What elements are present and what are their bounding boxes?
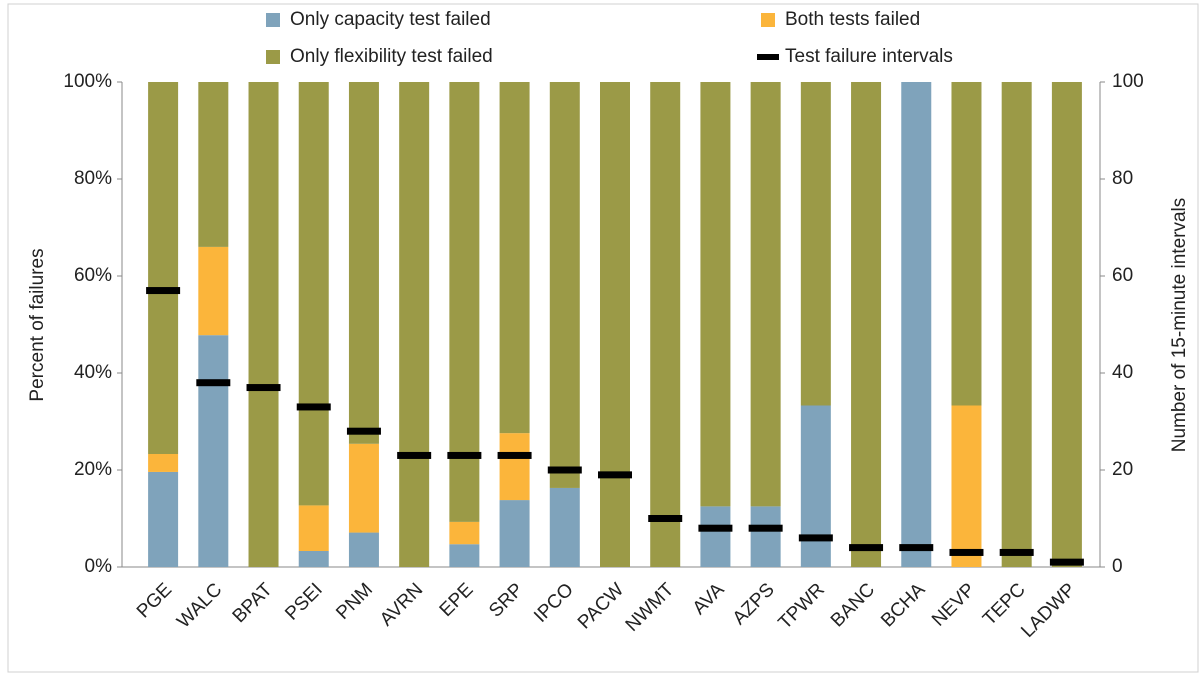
y-tick-label: 60% (74, 265, 112, 286)
bar-segment (499, 433, 530, 501)
interval-marker (648, 515, 683, 522)
interval-marker (798, 534, 833, 542)
y-axis-title: Percent of failures (27, 248, 48, 401)
bar-segment (198, 246, 229, 336)
x-tick-label: AVA (689, 579, 729, 619)
legend-swatch (266, 13, 280, 27)
interval-marker (1049, 558, 1084, 566)
bar-segment (499, 82, 530, 434)
x-tick-label: PGE (133, 579, 176, 622)
x-tick-label: PACW (574, 579, 628, 633)
interval-marker (447, 451, 482, 459)
bar-segment (750, 82, 781, 507)
bar-segment (449, 82, 480, 522)
y2-tick-label: 0 (1112, 556, 1123, 577)
y2-tick-label: 100 (1112, 71, 1144, 92)
bar-segment (1051, 82, 1082, 567)
y2-tick-label: 40 (1112, 362, 1133, 383)
interval-marker (949, 548, 984, 556)
y2-axis-title: Number of 15-minute intervals (1169, 198, 1190, 453)
interval-marker (899, 544, 934, 552)
x-tick-label: BCHA (877, 579, 929, 631)
bar-segment (298, 82, 329, 506)
legend-label: Test failure intervals (785, 46, 953, 67)
bar-segment (298, 550, 329, 567)
x-tick-label: NWMT (622, 579, 679, 636)
interval-marker (598, 471, 632, 479)
y-tick-label: 0% (85, 556, 113, 577)
interval-marker (547, 466, 582, 474)
x-tick-label: PNM (332, 579, 377, 624)
interval-marker (497, 451, 532, 459)
interval-marker (849, 544, 884, 552)
bar-segment (951, 82, 982, 406)
legend-label: Both tests failed (785, 9, 920, 30)
bar-segment (348, 532, 379, 567)
interval-marker (246, 384, 281, 392)
x-tick-label: IPCO (530, 579, 578, 627)
x-tick-label: SRP (485, 579, 527, 621)
x-tick-label: TPWR (775, 579, 829, 633)
interval-marker (196, 379, 231, 387)
bar-segment (148, 471, 179, 567)
interval-marker (999, 548, 1034, 556)
bar-segment (248, 82, 279, 567)
x-tick-label: EPE (436, 579, 478, 621)
bar-segment (750, 506, 781, 567)
y2-tick-label: 80 (1112, 168, 1133, 189)
y-tick-label: 100% (63, 71, 112, 92)
bar-segment (1001, 82, 1032, 567)
bar-segment (449, 521, 480, 545)
interval-marker (346, 427, 381, 435)
bar-segment (298, 505, 329, 551)
interval-marker (146, 287, 181, 295)
bar-segment (348, 82, 379, 444)
bar-segment (851, 82, 882, 567)
bar-segment (348, 443, 379, 533)
bar-segment (549, 487, 580, 567)
y2-tick-label: 20 (1112, 459, 1133, 480)
x-tick-label: BPAT (229, 579, 277, 627)
bar-segment (449, 544, 480, 567)
interval-marker (397, 451, 432, 459)
interval-marker (296, 403, 331, 411)
x-tick-label: LADWP (1017, 579, 1080, 642)
bar-segment (399, 82, 430, 567)
x-tick-label: BANC (827, 579, 879, 631)
x-tick-label: PSEI (281, 579, 326, 624)
x-tick-label: WALC (173, 579, 226, 632)
x-tick-label: NEVP (928, 579, 979, 630)
legend-swatch (266, 50, 280, 64)
interval-marker (698, 524, 733, 532)
legend-swatch (757, 54, 779, 60)
bar-segment (800, 82, 831, 406)
bar-segment (499, 500, 530, 567)
frame (7, 3, 1199, 673)
bar-segment (600, 82, 630, 567)
legend-swatch (761, 13, 775, 27)
bar-segment (800, 405, 831, 567)
bar-segment (650, 82, 681, 567)
bar-segment (951, 405, 982, 567)
y-tick-label: 20% (74, 459, 112, 480)
y2-tick-label: 60 (1112, 265, 1133, 286)
bar-segment (148, 453, 179, 472)
legend-label: Only capacity test failed (290, 9, 491, 30)
bar-segment (198, 335, 229, 567)
bar-segment (700, 506, 731, 567)
bar-segment (198, 82, 229, 247)
legend-label: Only flexibility test failed (290, 46, 493, 67)
x-tick-label: AVRN (376, 579, 427, 630)
bar-segment (549, 82, 580, 488)
bar-segment (148, 82, 179, 454)
bar-segment (700, 82, 731, 507)
interval-marker (748, 524, 783, 532)
y-tick-label: 80% (74, 168, 112, 189)
x-tick-label: AZPS (729, 579, 779, 629)
y-tick-label: 40% (74, 362, 112, 383)
bar-segment (901, 82, 932, 567)
